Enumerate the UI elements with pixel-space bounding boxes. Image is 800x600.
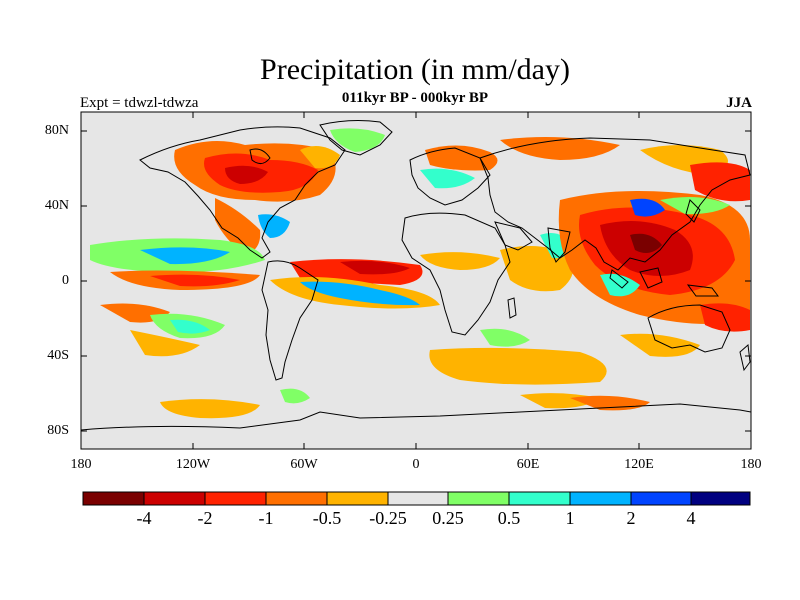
coastline-arabia (494, 221, 533, 251)
coastline-madagascar (507, 297, 517, 319)
colorbar-box (387, 491, 449, 506)
lon-label: 120W (175, 457, 211, 472)
coastline-borneo (639, 267, 663, 289)
figure-title: Precipitation (in mm/day) (260, 53, 570, 86)
anomaly-patch (140, 247, 230, 265)
lon-label: 120E (624, 457, 654, 472)
anomaly-patch (429, 347, 607, 385)
coastline-japan (685, 199, 701, 223)
anomaly-patch (340, 260, 410, 275)
lat-label: 80S (47, 423, 69, 438)
coastline-india (547, 227, 571, 263)
latitude-ticks (81, 130, 751, 432)
coastline-antarctica (81, 403, 751, 431)
anomaly-patch (420, 168, 475, 189)
colorbar-label: -1 (258, 508, 274, 528)
colorbar-label: -0.25 (369, 508, 407, 528)
colorbar-box (630, 491, 692, 506)
longitude-ticks (80, 112, 752, 449)
coastline-new-zealand (739, 343, 751, 372)
coastline-north-america (139, 126, 346, 259)
colorbar-label: 0.25 (432, 508, 464, 528)
lon-label: 180 (70, 457, 92, 472)
anomaly-patch (700, 303, 750, 332)
lat-label: 0 (62, 273, 69, 288)
coastlines (81, 120, 751, 431)
anomaly-patch (280, 388, 310, 404)
figure-subtitle: 011kyr BP - 000kyr BP (341, 90, 489, 106)
colorbar-box (326, 491, 389, 506)
anomaly-patch (690, 162, 750, 202)
lon-label: 0 (412, 457, 420, 472)
colorbar-box (143, 491, 206, 506)
lat-label: 40S (47, 348, 69, 363)
lat-label: 40N (44, 198, 69, 213)
colorbar-box (508, 491, 571, 506)
lat-label: 80N (44, 123, 69, 138)
anomaly-patch (330, 128, 385, 152)
coastline-europe (409, 147, 491, 206)
anomaly-patch (620, 333, 700, 357)
season-label: JJA (726, 95, 752, 111)
anomaly-patch (425, 145, 498, 171)
coastline-asia (479, 137, 751, 271)
colorbar (82, 491, 751, 506)
colorbar-label: 0.5 (497, 508, 521, 528)
anomaly-patch (630, 198, 665, 217)
colorbar-label: -2 (197, 508, 213, 528)
anomaly-patch (225, 165, 268, 184)
anomaly-patch (215, 198, 261, 255)
anomaly-patch (630, 233, 662, 254)
anomaly-patch (170, 319, 210, 334)
colorbar-label: 4 (686, 508, 696, 528)
anomaly-field (90, 128, 750, 419)
colorbar-box (265, 491, 328, 506)
colorbar-label: 2 (626, 508, 636, 528)
lon-label: 60W (290, 457, 318, 472)
anomaly-patch (300, 146, 340, 169)
coastline-sumatra (609, 269, 629, 289)
anomaly-patch (150, 274, 240, 287)
colorbar-box (82, 491, 145, 506)
lon-label: 180 (740, 457, 762, 472)
coastline-australia (647, 304, 731, 353)
anomaly-patch (480, 328, 530, 347)
colorbar-box (204, 491, 267, 506)
colorbar-label: -0.5 (312, 508, 342, 528)
colorbar-box (569, 491, 632, 506)
anomaly-patch (130, 330, 200, 357)
coastline-south-america (261, 260, 319, 381)
colorbar-label: 1 (565, 508, 575, 528)
colorbar-box (447, 491, 510, 506)
experiment-label: Expt = tdwzl-tdwza (80, 95, 199, 111)
anomaly-patch (420, 252, 500, 270)
coastline-greenland (319, 120, 393, 156)
lon-label: 60E (516, 457, 540, 472)
coastline-new-guinea (686, 284, 719, 297)
anomaly-patch (300, 281, 420, 306)
colorbar-label: -4 (136, 508, 152, 528)
anomaly-patch (160, 399, 260, 419)
anomaly-patch (258, 214, 290, 238)
anomaly-patch (500, 136, 620, 160)
coastline-hudson (249, 148, 271, 164)
anomaly-patch (600, 273, 640, 297)
colorbar-box (690, 491, 751, 506)
